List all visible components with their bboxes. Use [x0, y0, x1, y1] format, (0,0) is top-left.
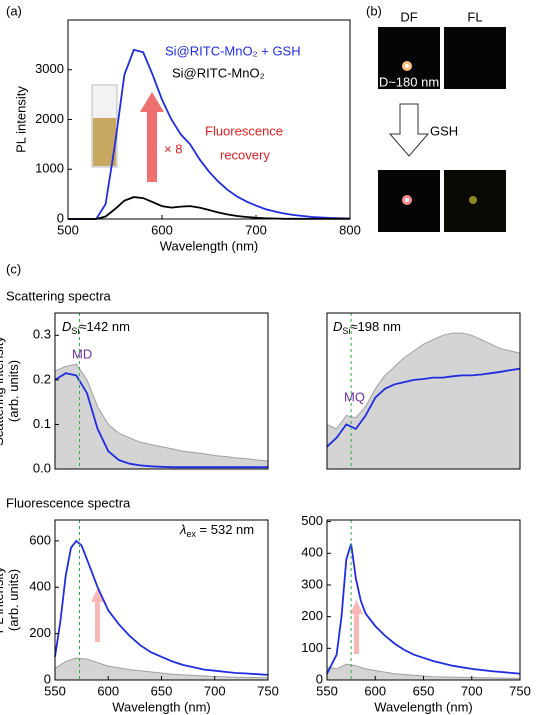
plot-frame — [326, 519, 521, 681]
y-tick-label: 0 — [316, 671, 323, 686]
image-label: DF — [400, 9, 417, 24]
x-axis-label: Wavelength (nm) — [112, 699, 211, 714]
annotation: MD — [72, 346, 92, 361]
x-tick-label: 650 — [413, 683, 435, 698]
size-label: DSi≈198 nm — [333, 319, 401, 336]
line — [54, 539, 269, 676]
annotation: Fluorescence — [205, 123, 283, 138]
panel-label: (b) — [366, 3, 382, 18]
y-tick-label: 400 — [301, 545, 323, 560]
section-title: Fluorescence spectra — [6, 495, 131, 510]
arrow — [140, 92, 164, 182]
y-tick-label: 0 — [57, 210, 64, 225]
size-label: DSi≈142 nm — [62, 319, 130, 336]
y-axis-label: (arb. units) — [6, 360, 21, 422]
image-label: FL — [467, 9, 482, 24]
particle — [405, 198, 409, 202]
y-tick-label: 0.2 — [33, 371, 51, 386]
x-tick-label: 550 — [44, 683, 66, 698]
arrow — [388, 103, 430, 157]
panel-label: (c) — [6, 261, 21, 276]
x-axis-label: Wavelength (nm) — [160, 238, 259, 253]
y-tick-label: 0.1 — [33, 416, 51, 431]
y-tick-label: 500 — [301, 513, 323, 528]
panel-label: (a) — [6, 3, 22, 18]
area — [54, 363, 269, 470]
x-tick-label: 750 — [509, 683, 531, 698]
x-tick-label: 550 — [316, 683, 338, 698]
y-axis-label: PL intensity — [13, 86, 28, 153]
image-label: D~180 nm — [379, 74, 439, 89]
plot-frame — [54, 312, 269, 470]
x-tick-label: 700 — [245, 222, 267, 237]
x-tick-label: 650 — [151, 683, 173, 698]
y-axis-label: (arb. units) — [6, 569, 21, 631]
y-tick-label: 2000 — [35, 111, 64, 126]
x-tick-label: 750 — [257, 683, 279, 698]
subscript: ex — [186, 529, 196, 539]
x-tick-label: 600 — [364, 683, 386, 698]
section-title: Scattering spectra — [6, 288, 112, 303]
y-tick-label: 200 — [301, 608, 323, 623]
y-tick-label: 200 — [29, 625, 51, 640]
size-text: ≈142 nm — [79, 319, 130, 334]
x-tick-label: 500 — [57, 222, 79, 237]
x-tick-label: 600 — [97, 683, 119, 698]
vial — [91, 84, 118, 168]
y-axis-label: PL intensity — [0, 566, 6, 633]
subscript: Si — [71, 326, 79, 336]
particle — [405, 64, 409, 68]
excitation-label: λex = 532 nm — [179, 522, 254, 539]
y-tick-label: 600 — [29, 532, 51, 547]
legend-entry: Si@RITC-MnO₂ — [172, 65, 265, 80]
legend-entry: Si@RITC-MnO₂ + GSH — [165, 43, 301, 58]
plot-frame — [326, 312, 521, 470]
x-tick-label: 600 — [151, 222, 173, 237]
x-tick-label: 800 — [339, 222, 361, 237]
y-tick-label: 0 — [44, 671, 51, 686]
annotation: × 8 — [164, 141, 182, 156]
y-tick-label: 400 — [29, 579, 51, 594]
excitation-text: = 532 nm — [196, 522, 254, 537]
arrow — [91, 588, 363, 654]
size-text: ≈198 nm — [350, 319, 401, 334]
particle — [469, 196, 477, 204]
line — [68, 48, 351, 220]
y-tick-label: 300 — [301, 576, 323, 591]
x-axis-label: Wavelength (nm) — [374, 699, 473, 714]
line — [54, 372, 268, 469]
image-fl — [444, 27, 506, 89]
y-tick-label: 0.0 — [33, 460, 51, 475]
image-df — [378, 27, 440, 89]
x-tick-label: 700 — [461, 683, 483, 698]
arrow-label: GSH — [430, 123, 458, 138]
symbol: D — [333, 319, 342, 334]
y-tick-label: 0.3 — [33, 327, 51, 342]
symbol: D — [62, 319, 71, 334]
symbol: λ — [179, 522, 186, 537]
y-axis-label: Scattering intensity — [0, 336, 6, 446]
annotation: recovery — [220, 147, 270, 162]
subscript: Si — [342, 326, 350, 336]
x-tick-label: 700 — [204, 683, 226, 698]
y-tick-label: 3000 — [35, 61, 64, 76]
y-tick-label: 1000 — [35, 161, 64, 176]
y-tick-label: 100 — [301, 640, 323, 655]
annotation: MQ — [344, 389, 365, 404]
line — [326, 543, 521, 675]
area — [326, 332, 521, 470]
line — [326, 367, 521, 448]
